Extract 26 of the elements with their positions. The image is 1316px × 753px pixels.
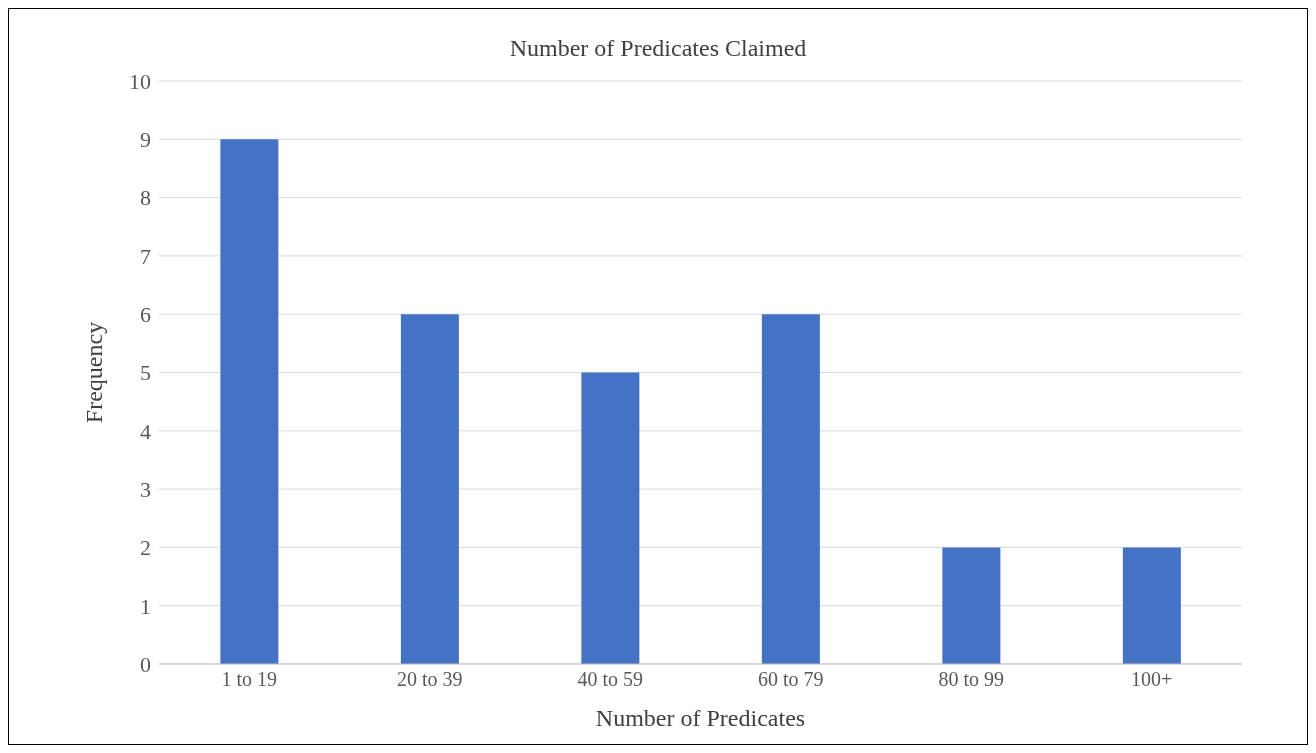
y-tick-label: 6 xyxy=(140,302,151,328)
y-tick-label: 2 xyxy=(140,535,151,561)
y-tick-label: 1 xyxy=(140,593,151,619)
x-tick-label: 60 to 79 xyxy=(757,668,824,691)
x-tick-label: 40 to 59 xyxy=(577,668,644,691)
x-axis-title: Number of Predicates xyxy=(595,705,806,731)
y-tick-label: 0 xyxy=(140,651,151,677)
chart-title: Number of Predicates Claimed xyxy=(508,35,808,62)
y-axis-title: Frequency xyxy=(80,321,107,424)
y-tick-label: 5 xyxy=(140,360,151,386)
x-tick-label: 100+ xyxy=(1131,668,1173,691)
y-tick-label: 4 xyxy=(140,418,151,444)
bar xyxy=(1122,547,1181,664)
y-tick-label: 9 xyxy=(140,127,151,153)
y-tick-label: 7 xyxy=(140,243,151,269)
bar xyxy=(761,314,820,664)
y-tick-label: 8 xyxy=(140,185,151,211)
x-tick-label: 20 to 39 xyxy=(396,668,463,691)
y-tick-label: 3 xyxy=(140,476,151,502)
bar xyxy=(220,139,279,664)
bar xyxy=(400,314,459,664)
bar xyxy=(942,547,1001,664)
bar xyxy=(581,372,640,664)
y-tick-label: 10 xyxy=(129,68,151,94)
x-tick-label: 80 to 99 xyxy=(938,668,1005,691)
x-tick-label: 1 to 19 xyxy=(221,668,278,691)
